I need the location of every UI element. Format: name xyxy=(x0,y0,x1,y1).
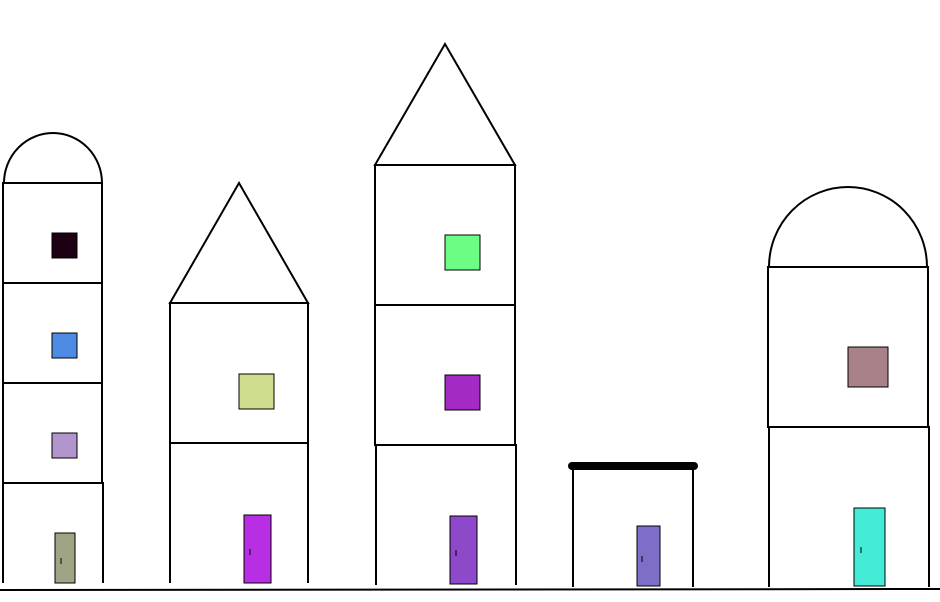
window xyxy=(444,234,481,271)
window xyxy=(238,373,275,410)
door xyxy=(449,515,478,585)
door xyxy=(853,507,886,587)
ground-floor xyxy=(768,426,930,587)
building-4 xyxy=(568,462,698,587)
door xyxy=(636,525,661,587)
building-5 xyxy=(767,186,930,587)
door xyxy=(243,514,272,584)
window xyxy=(847,346,889,388)
window xyxy=(51,232,78,259)
dome-roof xyxy=(768,186,928,268)
building-2 xyxy=(168,180,310,584)
ground-line xyxy=(0,588,940,591)
building-1 xyxy=(2,132,104,584)
ground-floor xyxy=(375,444,517,585)
door xyxy=(54,532,76,584)
ground-floor xyxy=(572,465,694,587)
window xyxy=(51,332,78,359)
floor xyxy=(169,302,309,444)
window xyxy=(444,374,481,411)
window xyxy=(51,432,78,459)
dome-roof xyxy=(3,132,103,184)
building-3 xyxy=(373,42,517,585)
ground-floor xyxy=(2,482,104,583)
ground-floor xyxy=(169,442,309,583)
